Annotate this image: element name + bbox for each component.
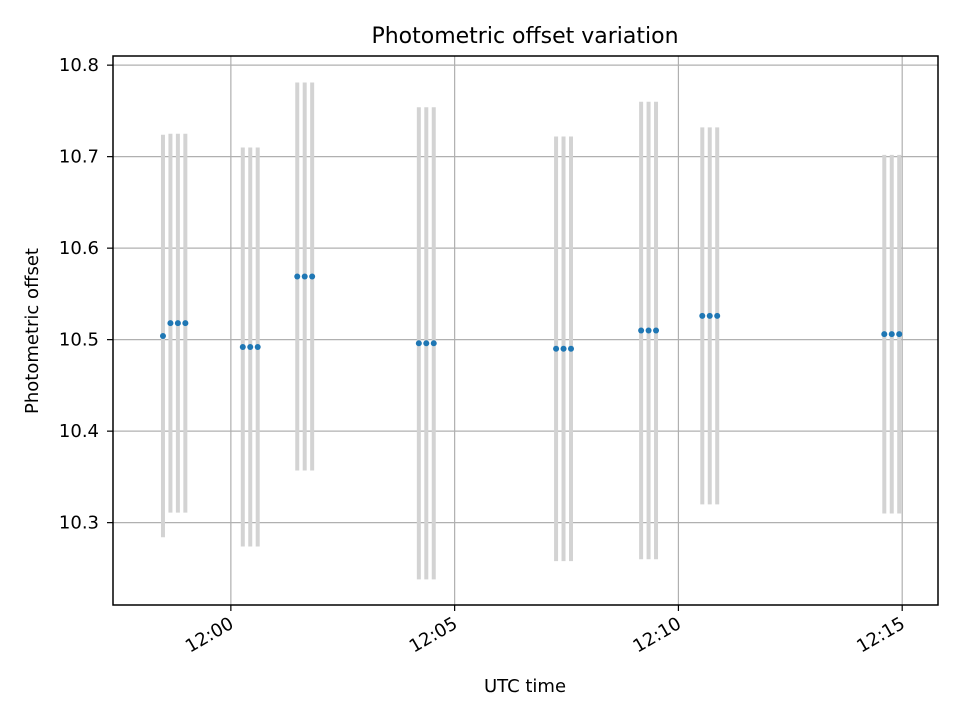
data-point <box>301 273 308 280</box>
y-tick-label: 10.3 <box>59 513 99 534</box>
chart-title: Photometric offset variation <box>371 24 678 49</box>
x-axis-ticks: 12:00 12:05 12:10 12:15 <box>182 605 909 657</box>
data-point <box>560 345 567 352</box>
x-tick-label: 12:00 <box>182 613 237 657</box>
x-tick-label: 12:10 <box>629 613 684 657</box>
data-point <box>706 312 713 319</box>
data-point <box>653 327 660 334</box>
plot-frame <box>112 55 939 606</box>
data-point <box>254 343 261 350</box>
data-point <box>294 273 301 280</box>
data-point <box>167 320 174 327</box>
data-point <box>415 340 422 347</box>
y-tick-label: 10.8 <box>59 55 99 76</box>
data-point <box>182 320 189 327</box>
data-point <box>239 343 246 350</box>
data-point <box>159 332 166 339</box>
data-point <box>699 312 706 319</box>
x-tick-label: 12:15 <box>853 613 908 657</box>
data-point <box>645 327 652 334</box>
data-point <box>714 312 721 319</box>
data-point <box>174 320 181 327</box>
data-point <box>638 327 645 334</box>
data-point <box>309 273 316 280</box>
y-tick-label: 10.4 <box>59 421 99 442</box>
data-point <box>881 331 888 338</box>
x-axis-label: UTC time <box>484 676 566 697</box>
data-point <box>896 331 903 338</box>
data-point <box>888 331 895 338</box>
y-tick-label: 10.5 <box>59 330 99 351</box>
y-axis-label: Photometric offset <box>22 248 43 414</box>
x-tick-label: 12:05 <box>406 613 461 657</box>
data-points <box>159 273 903 352</box>
data-point <box>423 340 430 347</box>
data-point <box>430 340 437 347</box>
y-axis-ticks: 10.3 10.4 10.5 10.6 10.7 10.8 <box>59 55 113 534</box>
data-point <box>247 343 254 350</box>
y-tick-label: 10.7 <box>59 147 99 168</box>
data-point <box>568 345 575 352</box>
grid <box>113 56 938 605</box>
y-tick-label: 10.6 <box>59 238 99 259</box>
data-point <box>553 345 560 352</box>
